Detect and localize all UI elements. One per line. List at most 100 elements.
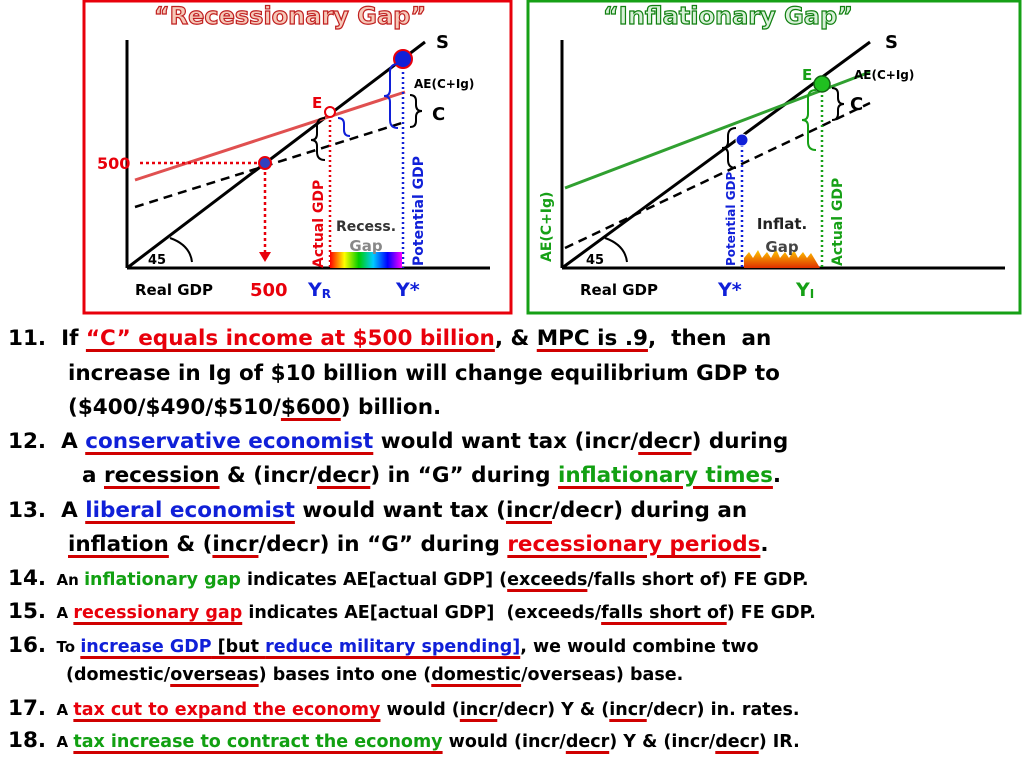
- text-span: 12.: [8, 429, 47, 454]
- text-span: would (: [380, 700, 460, 720]
- text-span: domestic: [431, 665, 522, 685]
- text-span: MPC is .9: [536, 326, 648, 351]
- text-span: A: [46, 604, 74, 622]
- text-span: ) bases into one (: [258, 665, 432, 685]
- text-span: 11.: [8, 326, 47, 351]
- text-span: /decr) in “G” during: [258, 532, 508, 557]
- text-span: would want tax (: [294, 498, 506, 523]
- text-span: An: [46, 571, 85, 589]
- text-span: Y: [307, 279, 322, 301]
- gap-label: Gap: [349, 237, 382, 255]
- text-span: indicates AE[actual GDP] (: [240, 570, 508, 590]
- text-span: inflation: [68, 532, 169, 557]
- text-span: would (incr/: [442, 732, 566, 752]
- text-span: incr: [505, 498, 553, 523]
- angle-label: 45: [586, 253, 604, 268]
- text-span: tax increase to contract the economy: [73, 732, 443, 752]
- question-line: 16. To increase GDP [but reduce military…: [8, 635, 759, 657]
- text-span: a: [82, 463, 104, 488]
- text-span: 18.: [8, 728, 47, 753]
- text-span: ) in “G” during: [370, 463, 559, 488]
- text-span: 14.: [8, 566, 47, 591]
- text-span: increase GDP: [80, 637, 212, 657]
- line-label: Potential GDP: [724, 171, 738, 266]
- text-span: I: [810, 287, 814, 301]
- line-label: Potential GDP: [411, 156, 427, 266]
- text-span: indicates AE[actual GDP] (exceeds/: [242, 603, 602, 623]
- text-span: 15.: [8, 599, 47, 624]
- curve-label: C: [850, 94, 863, 115]
- text-span: /decr) Y & (: [497, 700, 610, 720]
- text-span: ) FE GDP.: [726, 603, 816, 623]
- text-span: overseas: [170, 665, 259, 685]
- point-label: E: [312, 94, 322, 112]
- text-span: A: [46, 701, 74, 719]
- text-span: incr: [459, 700, 498, 720]
- text-span: recession: [104, 463, 220, 488]
- text-span: & (incr/: [219, 463, 317, 488]
- text-span: , &: [494, 326, 537, 351]
- text-span: “C” equals income at $500 billion: [85, 326, 495, 351]
- question-line: a recession & (incr/decr) in “G” during …: [82, 465, 781, 487]
- text-span: falls short of: [601, 603, 727, 623]
- text-span: would want tax (incr/: [373, 429, 639, 454]
- text-span: conservative economist: [85, 429, 374, 454]
- text-span: decr: [638, 429, 692, 454]
- question-line: ($400/$490/$510/$600) billion.: [68, 397, 441, 419]
- question-line: 11. If “C” equals income at $500 billion…: [8, 328, 771, 350]
- text-span: recessionary periods: [507, 532, 761, 557]
- text-span: If: [46, 326, 86, 351]
- text-span: ($400/$490/$510/: [68, 395, 281, 420]
- gap-label: Gap: [765, 238, 798, 256]
- point-label: E: [802, 66, 812, 84]
- text-span: recessionary gap: [73, 603, 243, 623]
- angle-label: 45: [148, 253, 166, 268]
- text-span: liberal economist: [85, 498, 295, 523]
- curve-label: AE(C+Ig): [854, 68, 914, 82]
- text-span: .: [760, 532, 769, 557]
- text-span: decr: [715, 732, 759, 752]
- question-line: inflation & (incr/decr) in “G” during re…: [68, 534, 769, 556]
- question-line: 15. A recessionary gap indicates AE[actu…: [8, 601, 816, 623]
- diagram-title: “Inflationary Gap”: [603, 2, 853, 30]
- curve-label: AE(C+Ig): [414, 77, 474, 91]
- text-span: (domestic/: [66, 665, 171, 685]
- text-span: 13.: [8, 498, 47, 523]
- line-label: Actual GDP: [311, 180, 327, 268]
- value-label: 500: [97, 154, 130, 173]
- curve-label: S: [885, 32, 898, 53]
- text-span: increase in Ig of $10 billion will chang…: [68, 361, 780, 386]
- axis-symbol: Y*: [717, 279, 742, 301]
- axis-symbol: Y*: [395, 279, 420, 301]
- question-line: 18. A tax increase to contract the econo…: [8, 730, 800, 752]
- text-span: /falls short of) FE GDP.: [587, 570, 809, 590]
- text-span: ) IR.: [758, 732, 800, 752]
- text-span: incr: [212, 532, 259, 557]
- text-span: incr: [609, 700, 647, 720]
- question-line: 14. An inflationary gap indicates AE[act…: [8, 568, 809, 590]
- question-line: 12. A conservative economist would want …: [8, 431, 788, 453]
- text-span: A: [46, 733, 74, 751]
- text-span: ) Y & (incr/: [609, 732, 716, 752]
- text-span: inflationary gap: [84, 570, 241, 590]
- curve-label: C: [432, 104, 445, 125]
- question-line: 13. A liberal economist would want tax (…: [8, 500, 747, 522]
- gap-label: Recess.: [336, 219, 396, 235]
- text-span: R: [322, 287, 331, 301]
- text-span: /decr) during an: [552, 498, 748, 523]
- text-span: $600: [280, 395, 341, 420]
- axis-label: Real GDP: [135, 281, 213, 299]
- text-span: [but: [211, 637, 266, 657]
- text-span: A: [46, 429, 86, 454]
- gap-label: Inflat.: [757, 215, 807, 233]
- text-span: ) during: [691, 429, 789, 454]
- text-span: tax cut to expand the economy: [73, 700, 381, 720]
- text-span: exceeds: [507, 570, 588, 590]
- text-span: To: [46, 638, 81, 656]
- axis-label: AE(C+Ig): [539, 192, 555, 262]
- text-span: reduce military spending]: [265, 637, 521, 657]
- curve-label: S: [436, 32, 449, 53]
- line-label: Actual GDP: [830, 178, 846, 266]
- text-span: decr: [565, 732, 610, 752]
